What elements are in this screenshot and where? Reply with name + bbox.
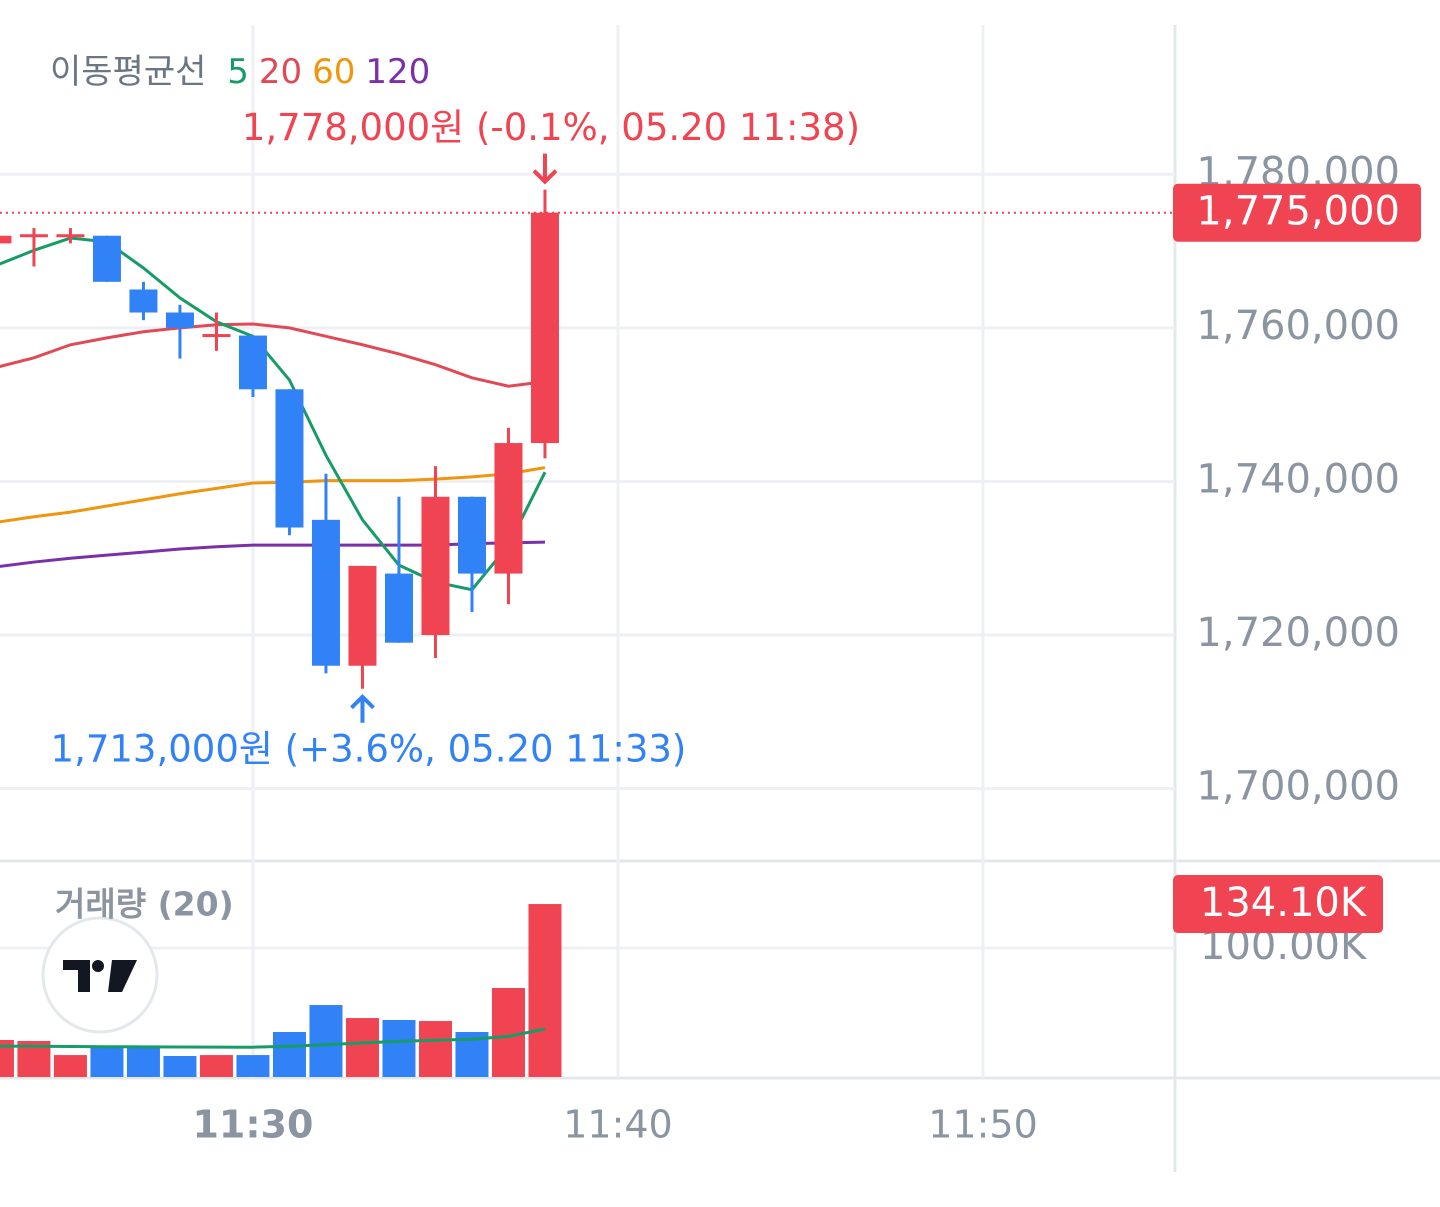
volume-bar: [309, 1005, 343, 1077]
last-volume-box: [1173, 875, 1383, 934]
volume-bar: [382, 1019, 416, 1077]
legend-entry: 120: [365, 52, 431, 92]
candle-body: [494, 443, 523, 574]
min-arrow: [350, 693, 375, 723]
moving-average-line: [0, 540, 546, 568]
overlay: 11:30 11:40 11:50 1,700,000 1,720,000 1,740,0…: [0, 106, 1421, 1147]
candle-body: [311, 519, 340, 666]
candle-body: [56, 234, 85, 238]
candle-body: [348, 565, 377, 666]
volume-bar: [53, 1055, 87, 1077]
volume-bar: [90, 1046, 124, 1077]
volume-bar: [272, 1031, 306, 1077]
plot-area: [0, 189, 562, 1077]
candle-body: [275, 389, 304, 528]
volume-bar: [418, 1021, 452, 1077]
volume-bar: [491, 988, 525, 1077]
candle-body: [19, 234, 48, 238]
legend-entry: 20: [258, 52, 303, 92]
max-arrow: [532, 153, 558, 185]
candle-body: [238, 335, 267, 390]
y-tick-label: 1,740,000: [1196, 456, 1400, 502]
x-tick-label: 11:40: [563, 1103, 673, 1147]
y-tick-label: 1,760,000: [1196, 303, 1400, 349]
legend-title: 이동평균선: [50, 52, 207, 92]
x-tick-label: 11:50: [928, 1103, 1038, 1147]
y-tick-label: 1,700,000: [1196, 764, 1400, 810]
x-tick-label: 11:30: [192, 1103, 313, 1147]
moving-average-line: [0, 466, 546, 524]
legend-entry: 60: [312, 52, 356, 92]
volume-bar: [199, 1055, 233, 1077]
y-tick-label: 1,720,000: [1196, 610, 1400, 656]
volume-bar: [528, 904, 562, 1077]
candle-body: [457, 496, 486, 574]
volume-title: 거래량 (20): [55, 885, 234, 924]
last-price-box: [1173, 183, 1421, 242]
candle-body: [530, 212, 559, 444]
candle-body: [92, 235, 121, 282]
moving-average-line: [0, 236, 547, 592]
volume-bar: [163, 1055, 197, 1077]
volume-ma-line: [0, 1027, 546, 1049]
moving-average-line: [0, 322, 546, 388]
legend: 이동평균선 5 20 60 120: [50, 44, 440, 93]
volume-bar: [236, 1055, 270, 1077]
volume-bar: [0, 1039, 14, 1077]
logo: [41, 916, 159, 1034]
candle-body: [384, 573, 413, 643]
legend-entry: 5: [227, 52, 249, 92]
candle-body: [0, 235, 12, 244]
candle-body: [202, 334, 231, 338]
grid: [0, 25, 1175, 1078]
min-annotation: 1,713,000원 (+3.6%, 05.20 11:33): [51, 727, 687, 770]
volume-bar: [126, 1046, 160, 1077]
last-price-label: 1,775,000: [1196, 189, 1400, 235]
candle-body: [165, 312, 194, 328]
candle-body: [421, 496, 450, 636]
last-volume-label: 134.10K: [1200, 880, 1368, 926]
volume-bar: [345, 1018, 379, 1077]
candle-body: [129, 289, 158, 313]
max-annotation: 1,778,000원 (-0.1%, 05.20 11:38): [242, 106, 860, 149]
